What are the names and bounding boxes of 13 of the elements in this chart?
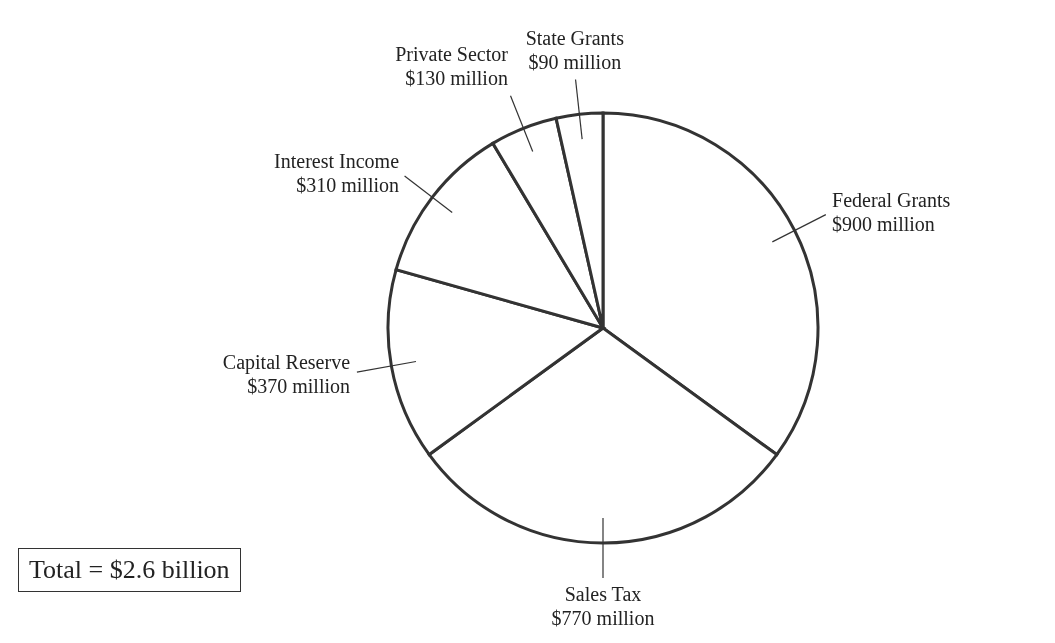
data-label: $370 million bbox=[247, 375, 351, 398]
slice-label: Capital Reserve bbox=[222, 351, 351, 375]
slice-label: Sales Tax bbox=[564, 583, 642, 605]
data-label: $130 million bbox=[405, 67, 508, 90]
data-label: $900 million bbox=[832, 213, 935, 236]
data-label: $310 million bbox=[296, 173, 400, 196]
data-label: $90 million bbox=[528, 50, 622, 73]
slice-label: State Grants bbox=[525, 26, 625, 49]
slice-label: Interest Income bbox=[274, 149, 400, 172]
slice-label: Private Sector bbox=[395, 43, 509, 66]
slice-label: Federal Grants bbox=[832, 189, 951, 212]
data-label: $770 million bbox=[551, 607, 655, 629]
text: Total = $2.6 billion bbox=[18, 548, 241, 592]
